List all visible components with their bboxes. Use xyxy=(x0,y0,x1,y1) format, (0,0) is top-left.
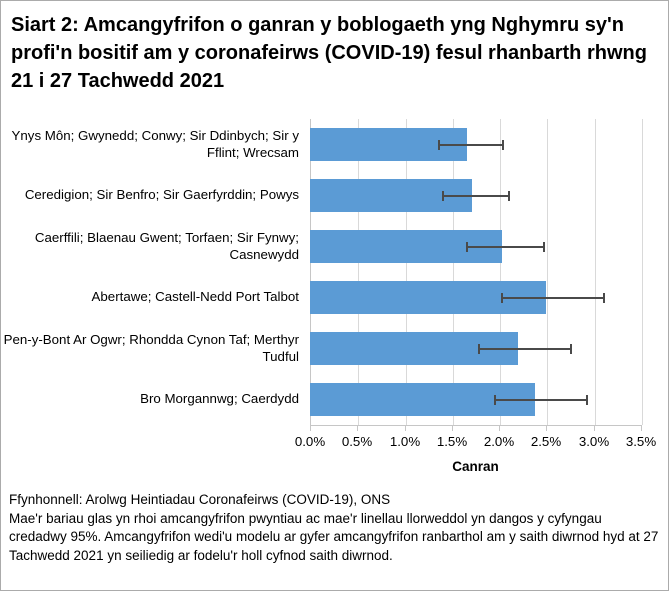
gridline xyxy=(547,119,548,425)
error-bar-cap-left xyxy=(494,394,496,405)
chart-row: Abertawe; Castell-Nedd Port Talbot xyxy=(1,272,668,323)
error-bar-cap-left xyxy=(501,292,503,303)
error-bar-line xyxy=(466,245,545,248)
x-tick xyxy=(357,425,358,431)
error-bar xyxy=(438,128,504,161)
x-tick-label: 2.0% xyxy=(483,434,515,449)
error-bar-line xyxy=(438,143,504,146)
error-bar-cap-left xyxy=(442,190,444,201)
error-bar-cap-left xyxy=(438,139,440,150)
error-bar-cap-left xyxy=(478,343,480,354)
chart-row: Bro Morgannwg; Caerdydd xyxy=(1,374,668,425)
error-bar-cap-left xyxy=(466,241,468,252)
x-tick xyxy=(546,425,547,431)
x-tick xyxy=(641,425,642,431)
x-axis: Canran 0.0% 0.5% 1.0% 1.5% 2.0% 2.5% 3.0% 3.5% xyxy=(295,425,666,474)
gridline xyxy=(595,119,596,425)
category-label: Ceredigion; Sir Benfro; Sir Gaerfyrddin;… xyxy=(24,187,299,203)
bar-track xyxy=(310,383,666,416)
x-tick xyxy=(310,425,311,431)
plot-area xyxy=(310,119,643,426)
error-bar-line xyxy=(494,398,588,401)
category-label: Abertawe; Castell-Nedd Port Talbot xyxy=(91,289,299,305)
x-tick xyxy=(594,425,595,431)
x-tick-label: 3.5% xyxy=(625,434,657,449)
gridline xyxy=(358,119,359,425)
error-bar xyxy=(442,179,510,212)
error-bar-line xyxy=(478,347,572,350)
error-bar-cap-right xyxy=(508,190,510,201)
x-tick-label: 1.0% xyxy=(389,434,421,449)
x-tick-label: 0.5% xyxy=(341,434,373,449)
gridline xyxy=(500,119,501,425)
x-tick-label: 2.5% xyxy=(530,434,562,449)
footer-source: Ffynhonnell: Arolwg Heintiadau Coronafei… xyxy=(9,492,391,507)
category-label: Ynys Môn; Gwynedd; Conwy; Sir Ddinbych; … xyxy=(11,128,299,160)
bar-track xyxy=(310,128,666,161)
category-label: Caerffili; Blaenau Gwent; Torfaen; Sir F… xyxy=(34,230,299,262)
chart-row: Caerffili; Blaenau Gwent; Torfaen; Sir F… xyxy=(1,221,668,272)
x-tick xyxy=(405,425,406,431)
bar-track xyxy=(310,281,666,314)
error-bar-cap-right xyxy=(570,343,572,354)
chart-row: Ceredigion; Sir Benfro; Sir Gaerfyrddin;… xyxy=(1,170,668,221)
error-bar xyxy=(466,230,545,263)
chart-row: Pen-y-Bont Ar Ogwr; Rhondda Cynon Taf; M… xyxy=(1,323,668,374)
bar-track xyxy=(310,332,666,365)
error-bar-cap-right xyxy=(586,394,588,405)
error-bar-cap-right xyxy=(603,292,605,303)
bar-track xyxy=(310,179,666,212)
x-tick xyxy=(452,425,453,431)
x-tick xyxy=(499,425,500,431)
chart-rows: Ynys Môn; Gwynedd; Conwy; Sir Ddinbych; … xyxy=(1,119,668,425)
x-axis-title: Canran xyxy=(452,459,499,474)
gridline xyxy=(453,119,454,425)
error-bar xyxy=(501,281,605,314)
x-tick-label: 0.0% xyxy=(294,434,326,449)
error-bar-cap-right xyxy=(502,139,504,150)
error-bar xyxy=(478,332,572,365)
bar-track xyxy=(310,230,666,263)
gridline xyxy=(642,119,643,425)
error-bar xyxy=(494,383,588,416)
footer-note: Mae'r bariau glas yn rhoi amcangyfrifon … xyxy=(9,510,659,563)
gridline xyxy=(406,119,407,425)
error-bar-line xyxy=(501,296,605,299)
chart-title: Siart 2: Amcangyfrifon o ganran y boblog… xyxy=(11,14,647,92)
category-label: Bro Morgannwg; Caerdydd xyxy=(140,391,299,407)
category-label: Pen-y-Bont Ar Ogwr; Rhondda Cynon Taf; M… xyxy=(3,332,299,364)
x-tick-label: 3.0% xyxy=(578,434,610,449)
x-tick-label: 1.5% xyxy=(436,434,468,449)
bar-chart: Ynys Môn; Gwynedd; Conwy; Sir Ddinbych; … xyxy=(1,119,668,474)
footer: Ffynhonnell: Arolwg Heintiadau Coronafei… xyxy=(9,491,660,565)
error-bar-cap-right xyxy=(543,241,545,252)
chart-row: Ynys Môn; Gwynedd; Conwy; Sir Ddinbych; … xyxy=(1,119,668,170)
error-bar-line xyxy=(442,194,510,197)
